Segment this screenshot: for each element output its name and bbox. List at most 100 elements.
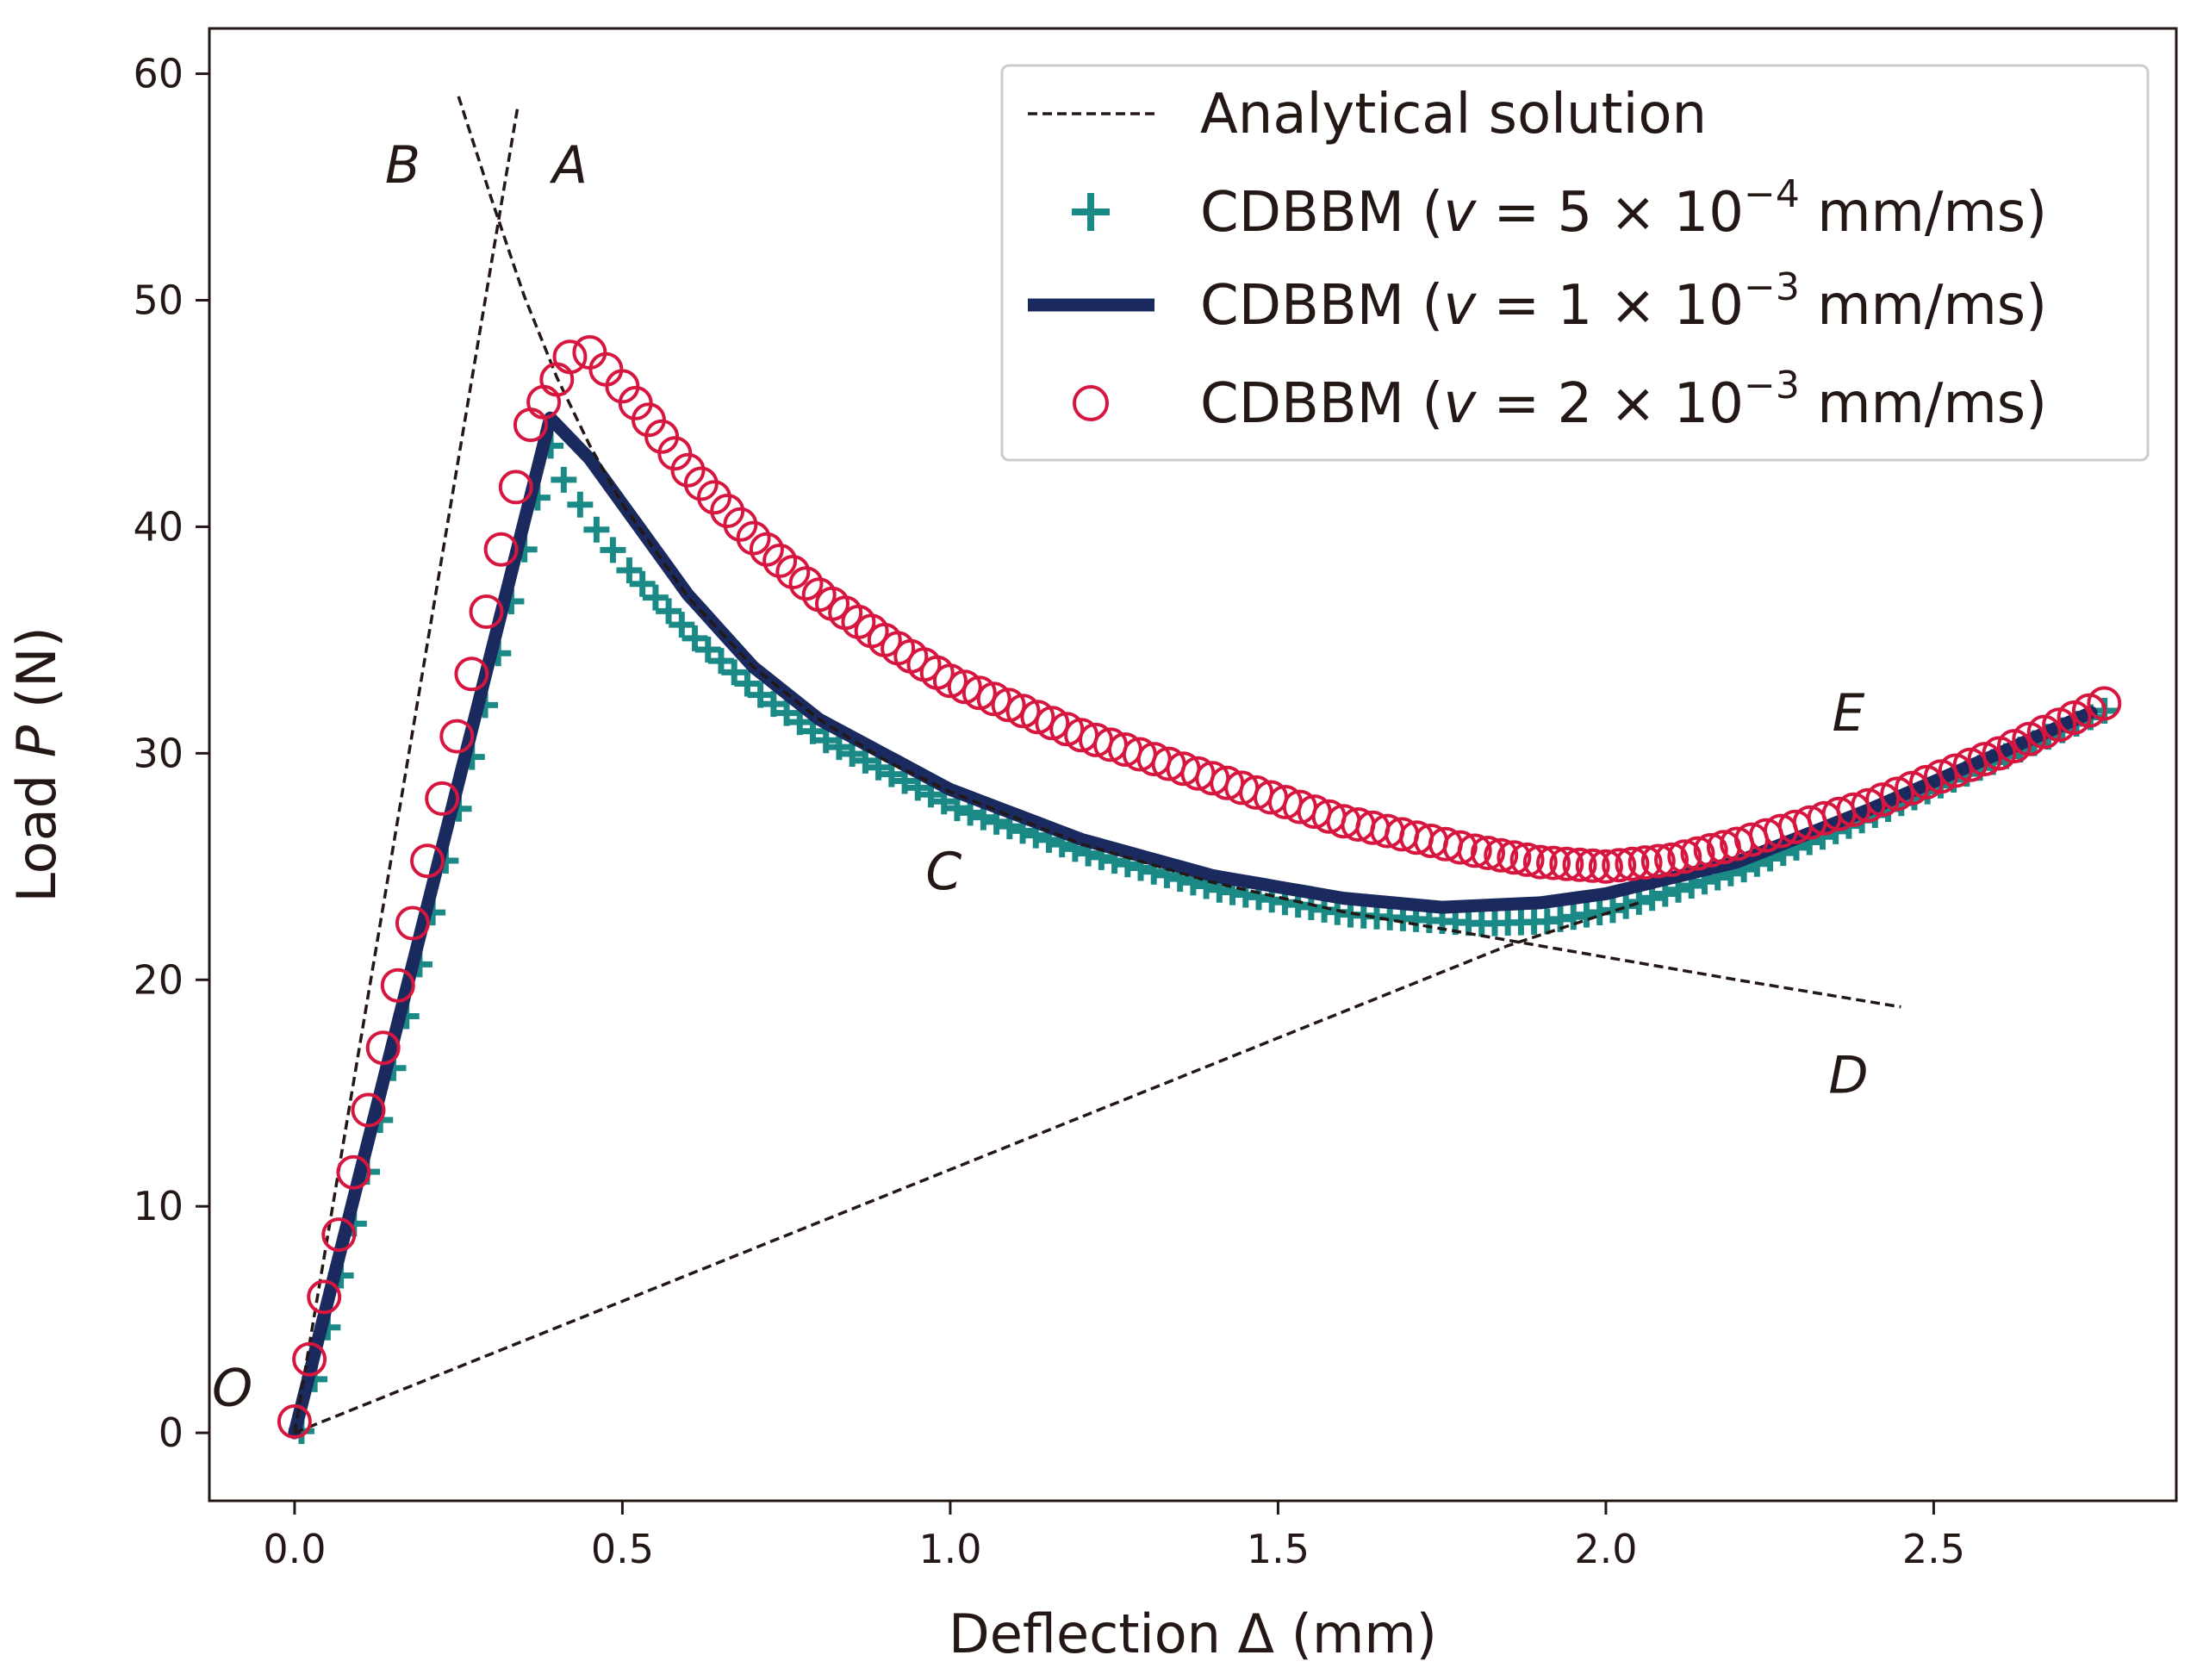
point-labels: O B A C D E: [212, 135, 1869, 1419]
series-fast-point: [1615, 846, 1650, 881]
series-fast-point: [788, 566, 824, 601]
series-fast-point: [1851, 787, 1886, 823]
series-slow-point: [774, 700, 800, 726]
y-tick-label: 10: [133, 1183, 184, 1229]
series-slow-point: [721, 659, 748, 686]
series-fast-point: [572, 335, 607, 370]
series-slow-point: [760, 691, 787, 718]
series-fast-point: [1471, 836, 1505, 870]
series-fast-point: [277, 1404, 312, 1439]
y-tick-label: 20: [133, 956, 184, 1003]
x-axis-title: Deflection Δ (mm): [949, 1602, 1437, 1665]
series-slow-point: [616, 557, 643, 584]
series-fast-point: [410, 843, 445, 879]
series-fast-point: [1442, 830, 1478, 865]
y-tick-label: 40: [133, 503, 184, 550]
legend-slow-swatch: [1072, 193, 1110, 231]
series-fast-point: [1020, 700, 1055, 735]
series-slow-point: [629, 570, 656, 597]
series-fast-point: [1509, 842, 1545, 877]
point-label-a: A: [549, 135, 588, 196]
series-fast-point: [513, 408, 548, 443]
series-fast-point: [1952, 747, 1988, 782]
x-tick-label: 1.0: [918, 1526, 981, 1572]
series-fast-point: [1484, 837, 1519, 873]
series-fast-point: [697, 480, 731, 515]
x-tick-label: 2.5: [1902, 1526, 1965, 1572]
series-fast-point: [1680, 836, 1715, 871]
series-fast-point: [1667, 839, 1702, 874]
series-fast-point: [1575, 848, 1610, 883]
series-slow-point: [707, 648, 734, 675]
series-slow-point: [734, 670, 761, 697]
series-slow-point: [747, 681, 774, 708]
x-tick-label: 0.5: [591, 1526, 654, 1572]
series-slow-point: [878, 761, 905, 787]
series-fast-point: [1457, 833, 1492, 868]
series-fast-point: [991, 688, 1026, 723]
series-fast-point: [307, 1279, 342, 1315]
series-fast-point: [336, 1154, 371, 1190]
series-fast-point: [552, 339, 588, 375]
series-slow-point: [642, 584, 669, 611]
series-fast-point: [2087, 686, 2122, 721]
series-fast-point: [1938, 753, 1973, 788]
series-slow-point: [1599, 897, 1626, 924]
y-tick-label: 30: [133, 730, 184, 776]
series-fast-point: [1654, 842, 1689, 877]
series-fast-point: [1536, 845, 1571, 880]
series-fast-point: [454, 656, 489, 692]
series-fast-point: [439, 719, 475, 754]
series-slow-point: [551, 466, 577, 493]
x-tick-label: 2.0: [1574, 1526, 1637, 1572]
x-tick-label: 1.5: [1247, 1526, 1310, 1572]
point-label-d: D: [1828, 1046, 1868, 1106]
series-fast-point: [365, 1030, 401, 1066]
y-tick-label: 60: [133, 51, 184, 97]
series-slow: [288, 432, 2118, 1445]
series-fast-point: [292, 1341, 327, 1377]
series-mid-line: [288, 411, 2098, 1440]
series-fast-point: [1640, 843, 1676, 879]
series-slow-point: [656, 598, 682, 625]
legend-label-mid: CDBBM (v = 1 × 10−3 mm/ms): [1200, 265, 2047, 338]
series-fast-point: [1865, 782, 1901, 818]
legend-label-fast: CDBBM (v = 2 × 10−3 mm/ms): [1200, 364, 2047, 436]
series-analytical-line: [294, 901, 1640, 1434]
series-fast-point: [1909, 764, 1944, 800]
series-fast-point: [1627, 845, 1663, 880]
series-fast-point: [976, 681, 1011, 717]
series-slow-point: [839, 740, 866, 767]
series-slow-point: [1613, 893, 1640, 919]
series-slow-point: [943, 795, 970, 822]
series-fast-point: [483, 532, 519, 567]
series-fast-point: [749, 532, 784, 567]
series-slow-point: [825, 734, 852, 761]
series-fast-point: [961, 675, 997, 711]
legend-label-slow: CDBBM (v = 5 × 10−4 mm/ms): [1200, 172, 2047, 245]
y-tick-label: 50: [133, 277, 184, 324]
series-layer: [277, 96, 2122, 1445]
series-fast-point: [762, 543, 798, 578]
series-fast-point: [1602, 848, 1637, 883]
y-tick-label: 0: [159, 1409, 184, 1456]
legend: Analytical solution CDBBM (v = 5 × 10−4 m…: [1000, 64, 2150, 462]
series-fast-point: [588, 352, 624, 387]
series-slow-point: [681, 625, 708, 651]
point-label-o: O: [212, 1359, 252, 1419]
series-fast-point: [1588, 849, 1623, 884]
series-fast-point: [1562, 847, 1597, 882]
series-slow-point: [787, 709, 813, 736]
series-fast-point: [1522, 844, 1558, 880]
series-fast-point: [1005, 694, 1041, 729]
series-slow-point: [957, 800, 984, 826]
series-fast-point: [775, 555, 811, 589]
series-fast: [277, 335, 2122, 1439]
series-fast-point: [1880, 776, 1915, 812]
legend-analytical-label: Analytical solution: [1200, 83, 1707, 146]
axes: 0.0 0.5 1.0 1.5 2.0 2.5 0 10 20 30 40 50 60 Deflectio…: [5, 27, 2178, 1665]
series-slow-point: [1639, 885, 1665, 912]
series-fast-point: [469, 594, 504, 629]
series-slow-point: [669, 612, 695, 638]
